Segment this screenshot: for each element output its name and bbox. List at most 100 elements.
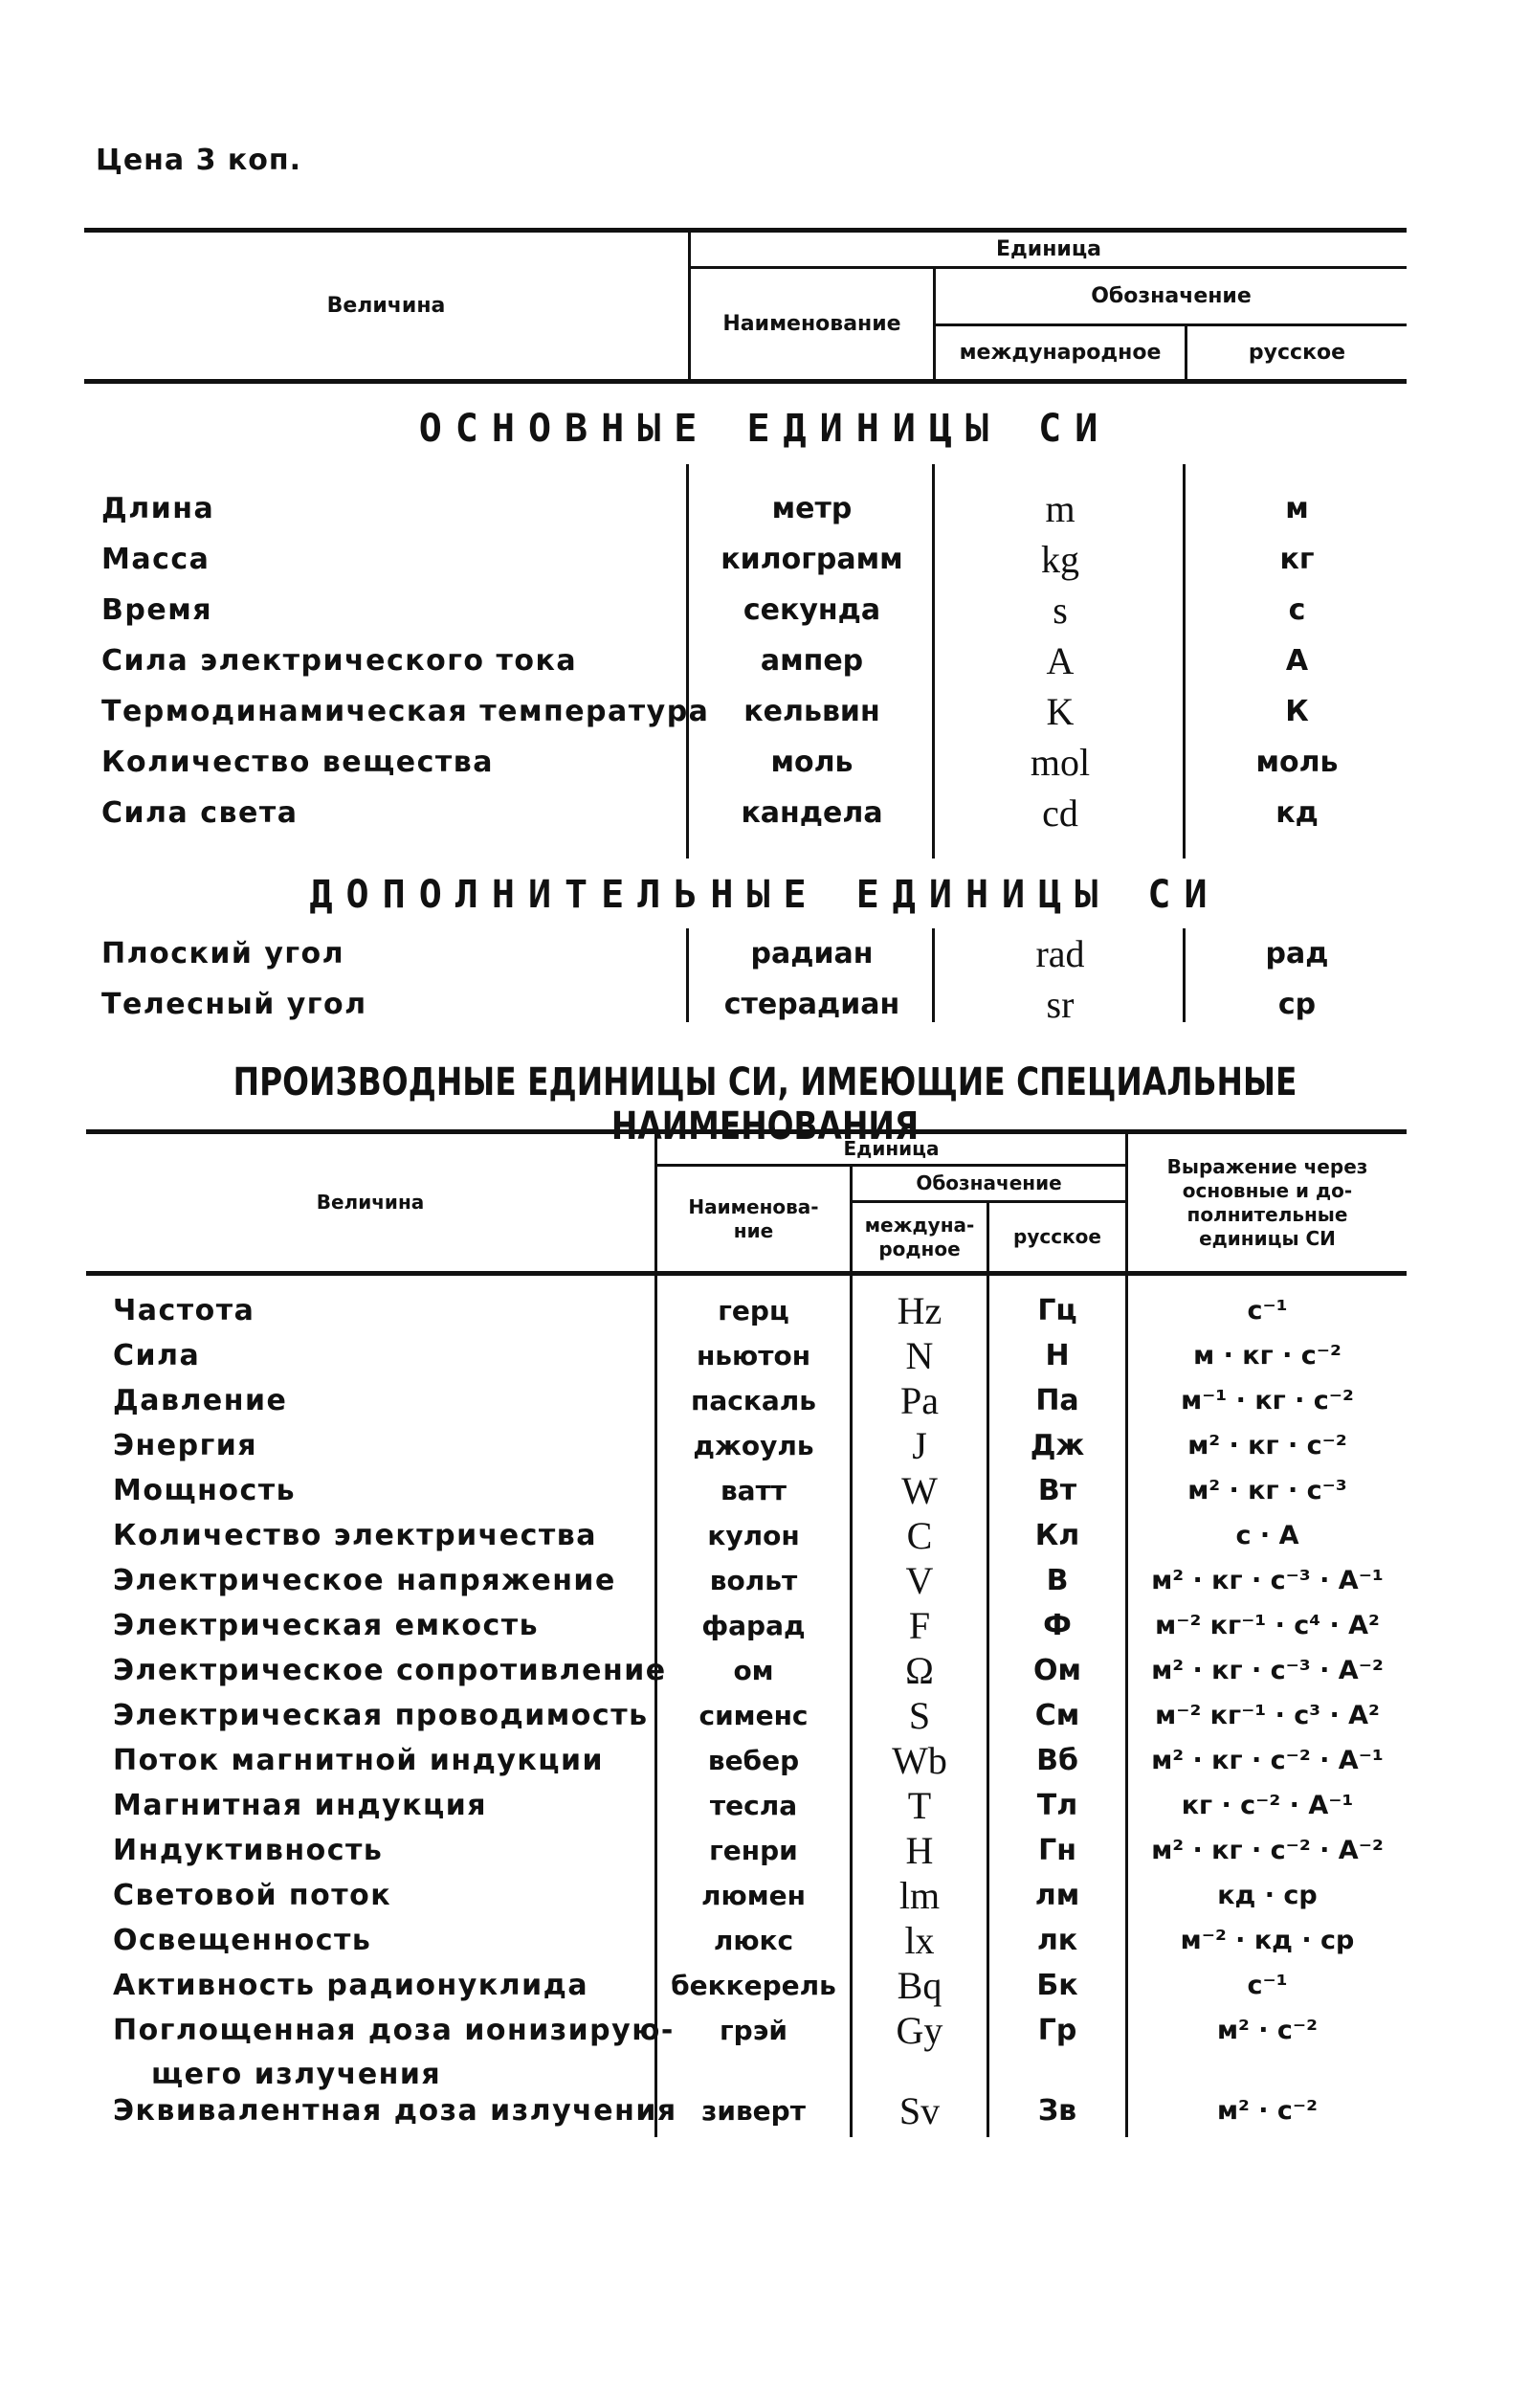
- supplementary-units-title: ДОПОЛНИТЕЛЬНЫЕ ЕДИНИЦЫ СИ: [309, 873, 1221, 917]
- international-symbol-cell: Pa: [900, 1379, 939, 1422]
- quantity-cell: Количество электричества: [113, 1519, 597, 1552]
- divider: [1183, 928, 1186, 1022]
- divider: [932, 928, 935, 1022]
- russian-symbol-cell: моль: [1255, 745, 1339, 779]
- rule: [689, 266, 1407, 269]
- base-units-title: ОСНОВНЫЕ ЕДИНИЦЫ СИ: [418, 407, 1112, 451]
- international-symbol-cell: m: [1045, 486, 1075, 530]
- russian-symbol-cell: с: [1288, 592, 1306, 627]
- quantity-cell: Мощность: [113, 1474, 297, 1507]
- unit-name-cell: фарад: [701, 1610, 806, 1641]
- header-symbol: Обозначение: [916, 1171, 1062, 1194]
- unit-name-cell: секунда: [743, 592, 881, 627]
- unit-name-cell: ньютон: [696, 1340, 811, 1371]
- quantity-cell: Электрическое сопротивление: [113, 1654, 667, 1687]
- unit-name-cell: герц: [718, 1295, 789, 1327]
- table-row: Энергия джоуль J Дж м² · кг · с⁻²: [0, 1423, 1530, 1468]
- divider: [1185, 325, 1187, 381]
- rule: [84, 379, 1407, 384]
- table-row: Поток магнитной индукции вебер Wb Вб м² · кг…: [0, 1738, 1530, 1783]
- international-symbol-cell: s: [1053, 588, 1068, 632]
- russian-symbol-cell: Вт: [1037, 1474, 1077, 1507]
- table-row: Освещенность люкс lx лк м⁻² · кд · ср: [0, 1918, 1530, 1963]
- divider: [850, 1166, 853, 2137]
- table-row: Электрическая проводимость сименс S См м⁻² к…: [0, 1693, 1530, 1738]
- quantity-cell: Индуктивность: [113, 1834, 384, 1867]
- divider: [1183, 464, 1186, 858]
- international-symbol-cell: K: [1046, 689, 1075, 733]
- table-row: Магнитная индукция тесла T Тл кг · с⁻² · А⁻¹: [0, 1783, 1530, 1828]
- quantity-cell: Сила света: [101, 795, 299, 830]
- rule: [852, 1200, 1127, 1203]
- unit-name-cell: килограмм: [721, 542, 903, 576]
- quantity-cell: Термодинамическая температура: [101, 694, 710, 728]
- russian-symbol-cell: Н: [1045, 1339, 1070, 1372]
- russian-symbol-cell: В: [1046, 1564, 1069, 1597]
- rule: [934, 323, 1407, 326]
- international-symbol-cell: A: [1046, 638, 1075, 682]
- russian-symbol-cell: ср: [1277, 987, 1317, 1021]
- table-row: Эквивалентная доза излучения зиверт Sv Зв м²…: [0, 2088, 1530, 2133]
- russian-symbol-cell: Ом: [1032, 1654, 1082, 1687]
- quantity-cell: Электрическое напряжение: [113, 1564, 616, 1597]
- russian-symbol-cell: Ф: [1043, 1609, 1072, 1642]
- russian-symbol-cell: рад: [1265, 936, 1329, 970]
- rule: [656, 1164, 1127, 1167]
- table-row: Время секунда s с: [0, 585, 1530, 635]
- international-symbol-cell: sr: [1046, 982, 1075, 1026]
- table-row: Давление паскаль Pa Па м⁻¹ · кг · с⁻²: [0, 1378, 1530, 1423]
- quantity-cell: Масса: [101, 542, 211, 576]
- expression-cell: м² · кг · с⁻² · А⁻¹: [1151, 1746, 1384, 1775]
- rule: [86, 1129, 1407, 1134]
- international-symbol-cell: J: [912, 1424, 927, 1467]
- international-symbol-cell: rad: [1035, 931, 1085, 975]
- international-symbol-cell: Gy: [896, 2009, 943, 2052]
- unit-name-cell: люкс: [713, 1925, 794, 1956]
- expression-cell: с⁻¹: [1247, 1971, 1288, 2000]
- expression-cell: м² · кг · с⁻² · А⁻²: [1151, 1836, 1384, 1865]
- header-unit: Единица: [843, 1137, 940, 1160]
- header-quantity: Величина: [326, 293, 446, 318]
- unit-name-cell: ватт: [720, 1475, 787, 1506]
- rule: [84, 228, 1407, 233]
- unit-name-cell: люмен: [701, 1880, 806, 1911]
- russian-symbol-cell: Па: [1035, 1384, 1079, 1417]
- unit-name-cell: радиан: [750, 936, 874, 970]
- table-row: Мощность ватт W Вт м² · кг · с⁻³: [0, 1468, 1530, 1513]
- rule: [86, 1271, 1407, 1276]
- international-symbol-cell: C: [906, 1514, 933, 1557]
- russian-symbol-cell: Тл: [1036, 1789, 1078, 1822]
- expression-cell: с⁻¹: [1247, 1296, 1288, 1326]
- derived-units-title: ПРОИЗВОДНЫЕ ЕДИНИЦЫ СИ, ИМЕЮЩИЕ СПЕЦИАЛЬ…: [233, 1060, 1297, 1148]
- quantity-cell: Количество вещества: [101, 745, 495, 779]
- expression-cell: м² · кг · с⁻³ · А⁻²: [1151, 1656, 1384, 1685]
- divider: [686, 928, 689, 1022]
- russian-symbol-cell: Вб: [1036, 1744, 1078, 1777]
- expression-cell: м² · с⁻²: [1216, 2096, 1319, 2126]
- table-row: Сила света кандела cd кд: [0, 788, 1530, 837]
- expression-cell: кг · с⁻² · А⁻¹: [1181, 1791, 1354, 1820]
- russian-symbol-cell: кг: [1279, 542, 1315, 576]
- international-symbol-cell: V: [905, 1559, 934, 1602]
- quantity-cell: Активность радионуклида: [113, 1969, 589, 2002]
- international-symbol-cell: W: [901, 1469, 938, 1512]
- divider: [932, 464, 935, 858]
- russian-symbol-cell: Гр: [1037, 2014, 1077, 2047]
- table-row: Индуктивность генри H Гн м² · кг · с⁻² · А⁻²: [0, 1828, 1530, 1873]
- russian-symbol-cell: Бк: [1036, 1969, 1078, 2002]
- international-symbol-cell: Hz: [897, 1289, 942, 1332]
- expression-cell: м⁻² кг⁻¹ · с⁴ · А²: [1155, 1611, 1380, 1640]
- table-row: Сила электрического тока ампер A А: [0, 635, 1530, 685]
- international-symbol-cell: Ω: [905, 1649, 934, 1692]
- table-row: Количество вещества моль mol моль: [0, 737, 1530, 787]
- quantity-cell: Сила: [113, 1339, 201, 1372]
- unit-name-cell: зиверт: [701, 2095, 806, 2127]
- russian-symbol-cell: А: [1285, 643, 1309, 678]
- unit-name-cell: ом: [733, 1655, 774, 1686]
- international-symbol-cell: Wb: [892, 1739, 947, 1782]
- quantity-cell: Давление: [113, 1384, 288, 1417]
- russian-symbol-cell: кд: [1275, 795, 1319, 830]
- expression-cell: м² · с⁻²: [1216, 2016, 1319, 2045]
- header-quantity: Величина: [316, 1191, 425, 1214]
